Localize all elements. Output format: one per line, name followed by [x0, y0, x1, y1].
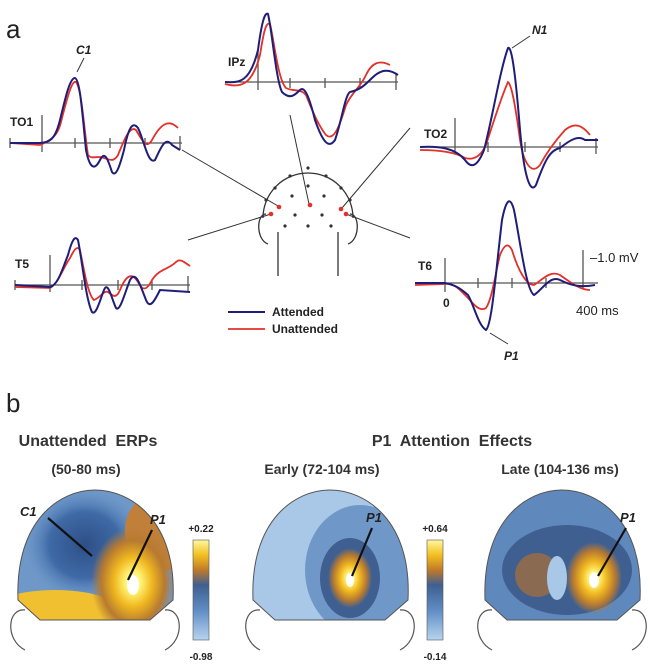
map-window: (50-80 ms) — [51, 461, 120, 477]
map-window: Late (104-136 ms) — [501, 461, 619, 477]
waveform-t6: T6 P1 –1.0 mV 400 ms 0 — [415, 201, 639, 363]
panel-label: b — [6, 388, 20, 418]
map-title: Unattended ERPs — [19, 433, 158, 450]
trace-attended — [420, 48, 598, 188]
peak-label: C1 — [76, 43, 92, 57]
peak-label: P1 — [504, 349, 519, 363]
map-window: Early (72-104 ms) — [264, 461, 379, 477]
site-label: T6 — [418, 259, 432, 273]
site-label: TO1 — [10, 115, 33, 129]
peak-label: P1 — [366, 510, 382, 525]
trace-unattended — [10, 82, 178, 160]
colorbar-max: +0.22 — [188, 524, 214, 535]
site-label: IPz — [228, 55, 245, 69]
pointer — [77, 58, 84, 72]
colorbar-max: +0.64 — [422, 524, 448, 535]
page: {"panel_a": {"label": "a", "waveforms": … — [0, 0, 650, 664]
colorbar — [193, 540, 209, 640]
colorbar-min: -0.98 — [190, 652, 213, 663]
connector — [182, 115, 410, 240]
ears — [259, 214, 358, 244]
trace-attended — [10, 78, 180, 173]
marked-electrodes — [269, 203, 349, 217]
legend-label: Attended — [272, 305, 324, 319]
head-schematic — [182, 115, 410, 276]
scale-voltage: –1.0 mV — [590, 250, 639, 265]
pointer — [512, 36, 530, 48]
trace-unattended — [225, 24, 390, 137]
waveform-to1: TO1 C1 — [10, 43, 182, 173]
topo-map — [246, 490, 415, 650]
trace-attended — [415, 201, 595, 330]
trace-unattended — [420, 82, 590, 169]
trace-attended — [225, 14, 398, 144]
colorbar-min: -0.14 — [424, 652, 447, 663]
figure: a TO1 C1 IPz TO2 N1 T5 T6 P1 –1.0 mV 400… — [0, 0, 650, 664]
panel-label: a — [6, 14, 21, 44]
site-label: TO2 — [424, 127, 447, 141]
legend: Attended Unattended — [228, 305, 338, 336]
legend-label: Unattended — [272, 322, 338, 336]
pointer — [490, 333, 508, 344]
peak-label: P1 — [150, 512, 166, 527]
trace-unattended — [415, 245, 590, 309]
scale-zero: 0 — [443, 296, 450, 310]
colorbar — [427, 540, 443, 640]
peak-label: N1 — [532, 23, 548, 37]
waveform-to2: TO2 N1 — [420, 23, 598, 188]
site-label: T5 — [15, 257, 29, 271]
peak-label: C1 — [20, 504, 37, 519]
waveform-t5: T5 — [15, 238, 190, 313]
trace-attended — [15, 238, 190, 313]
axis — [415, 250, 598, 292]
map-title: P1 Attention Effects — [372, 433, 532, 450]
scale-time: 400 ms — [576, 303, 619, 318]
waveform-ipz: IPz — [225, 14, 398, 144]
peak-label: P1 — [620, 510, 636, 525]
